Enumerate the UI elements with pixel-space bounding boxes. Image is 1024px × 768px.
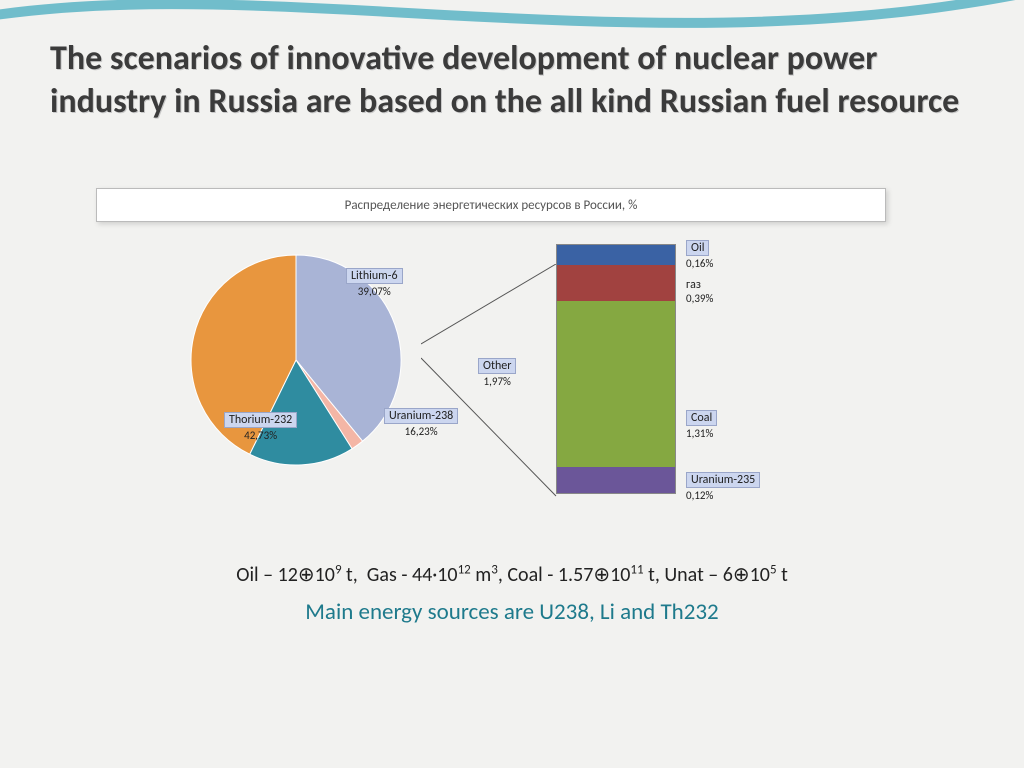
footer-main-sources: Main energy sources are U238, Li and Th2… xyxy=(0,598,1024,626)
stack-label-oil: Oil0,16% xyxy=(686,240,713,271)
stack-seg-coal xyxy=(557,301,675,468)
stack-seg-газ xyxy=(557,265,675,301)
chart-title-bar: Распределение энергетических ресурсов в … xyxy=(96,188,886,222)
pie-label-uranium-238: Uranium-23816,23% xyxy=(384,408,458,439)
stack-label-газ: газ0,39% xyxy=(686,278,713,306)
chart-area: Lithium-639,07% Other1,97% Uranium-23816,2… xyxy=(96,230,886,530)
stacked-bar-chart xyxy=(556,244,676,494)
pie-label-lithium-6: Lithium-639,07% xyxy=(346,268,403,299)
slide-title: The scenarios of innovative development … xyxy=(50,38,970,123)
stack-seg-oil xyxy=(557,245,675,265)
footer-quantities: Oil – 12⊕109 t, Gas - 44·1012 m3, Coal -… xyxy=(0,562,1024,587)
stack-label-uranium-235: Uranium-2350,12% xyxy=(686,472,760,503)
pie-label-thorium-232: Thorium-23242,73% xyxy=(224,412,297,443)
pie-label-other: Other1,97% xyxy=(478,358,516,389)
stack-seg-uranium-235 xyxy=(557,467,675,493)
stack-label-coal: Coal1,31% xyxy=(686,410,717,441)
